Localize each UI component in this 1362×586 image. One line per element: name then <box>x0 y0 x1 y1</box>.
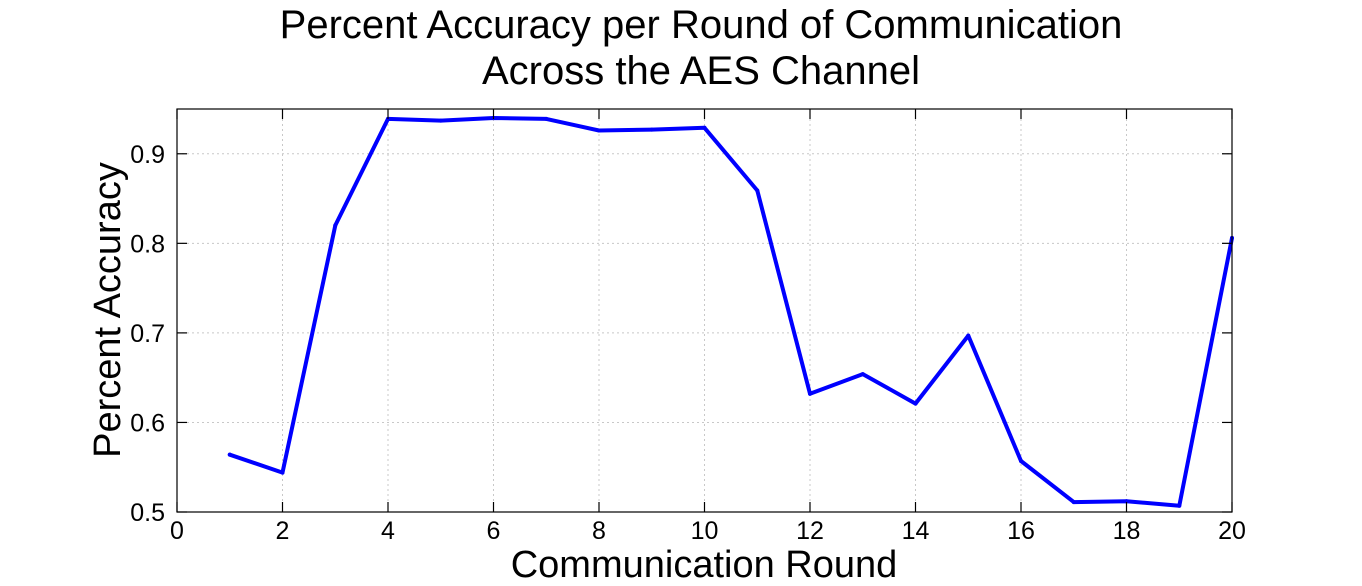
y-tick-label: 0.6 <box>130 409 165 437</box>
x-tick-label: 8 <box>592 517 606 545</box>
y-tick-label: 0.8 <box>130 230 165 258</box>
data-point <box>755 188 760 193</box>
x-tick-label: 6 <box>487 517 501 545</box>
data-point <box>280 470 285 475</box>
data-point <box>1177 503 1182 508</box>
x-tick-label: 10 <box>691 517 719 545</box>
data-point <box>597 128 601 133</box>
y-axis-label: Percent Accuracy <box>87 162 129 458</box>
data-point <box>1124 499 1129 504</box>
y-tick-label: 0.7 <box>130 320 165 348</box>
series-line-1 <box>227 116 1234 508</box>
chart-title: Percent Accuracy per Round of Communicat… <box>280 3 1123 93</box>
x-tick-label: 2 <box>276 517 290 545</box>
y-tick-label: 0.5 <box>130 499 165 527</box>
x-tick-label: 16 <box>1007 517 1035 545</box>
x-tick-label: 18 <box>1113 517 1141 545</box>
data-point <box>333 223 338 228</box>
data-point <box>913 401 918 406</box>
data-point <box>1019 458 1023 463</box>
data-point <box>649 127 654 132</box>
data-point <box>544 116 549 121</box>
data-point <box>808 391 812 396</box>
x-tick-label: 4 <box>381 517 395 545</box>
chart-title-line-1: Percent Accuracy per Round of Communicat… <box>280 3 1123 47</box>
x-tick-label: 0 <box>170 517 184 545</box>
x-axis-label: Communication Round <box>511 544 898 586</box>
x-tick-label: 12 <box>796 517 824 545</box>
y-tick-label: 0.9 <box>130 141 165 169</box>
series-layer <box>227 115 1234 508</box>
data-point <box>227 452 232 457</box>
axis-ticks <box>176 109 1233 513</box>
x-tick-label: 20 <box>1218 517 1246 545</box>
tick-labels: 0 2 4 6 8 10 12 14 16 18 20 0.5 0.6 0.7 0.8 0.9 <box>130 141 1246 545</box>
data-point <box>438 118 443 123</box>
grid <box>177 109 1232 512</box>
chart-title-line-2: Across the AES Channel <box>482 49 920 93</box>
data-point <box>966 333 971 338</box>
x-tick-label: 14 <box>902 517 930 545</box>
data-point <box>702 125 707 130</box>
data-point <box>860 372 865 377</box>
data-point <box>1071 500 1076 505</box>
